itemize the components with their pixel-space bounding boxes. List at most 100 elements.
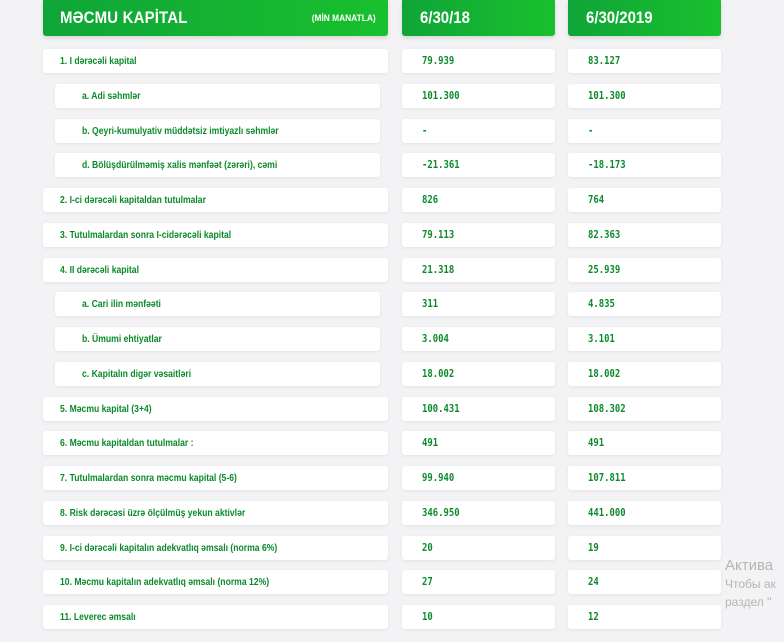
value-2019: 82.363 bbox=[588, 229, 621, 241]
value-2019: - bbox=[588, 125, 594, 137]
watermark-line-3: раздел " bbox=[725, 595, 772, 609]
row-label-cell: b. Qeyri-kumulyativ müddətsiz imtiyazlı … bbox=[55, 119, 380, 143]
value-2019-cell: 18.002 bbox=[568, 362, 721, 386]
value-2019-cell: 3.101 bbox=[568, 327, 721, 351]
value-2019-cell: - bbox=[568, 119, 721, 143]
row-label: 3. Tutulmalardan sonra I-cidərəcəli kapi… bbox=[60, 229, 232, 241]
table-row: 5. Məcmu kapital (3+4) 100.431 108.302 bbox=[0, 397, 784, 421]
row-label: 8. Risk dərəcəsi üzrə ölçülmüş yekun akt… bbox=[60, 507, 246, 519]
value-2019: 25.939 bbox=[588, 264, 621, 276]
value-2018: 10 bbox=[422, 611, 433, 623]
row-label-cell: a. Cari ilin mənfəəti bbox=[55, 292, 380, 316]
row-label: d. Bölüşdürülməmiş xalis mənfəət (zərəri… bbox=[82, 159, 278, 171]
row-label-cell: c. Kapitalın digər vəsaitləri bbox=[55, 362, 380, 386]
row-label: 6. Məcmu kapitaldan tutulmalar : bbox=[60, 437, 194, 449]
row-label-cell: 6. Məcmu kapitaldan tutulmalar : bbox=[43, 431, 388, 455]
row-label: 2. I-ci dərəcəli kapitaldan tutulmalar bbox=[60, 194, 206, 206]
table-row: b. Ümumi ehtiyatlar 3.004 3.101 bbox=[0, 327, 784, 351]
row-label-cell: 3. Tutulmalardan sonra I-cidərəcəli kapi… bbox=[43, 223, 388, 247]
value-2018-cell: 18.002 bbox=[402, 362, 555, 386]
value-2018-cell: - bbox=[402, 119, 555, 143]
row-label-cell: b. Ümumi ehtiyatlar bbox=[55, 327, 380, 351]
value-2019-cell: 491 bbox=[568, 431, 721, 455]
value-2019-cell: 764 bbox=[568, 188, 721, 212]
value-2019: 441.000 bbox=[588, 507, 626, 519]
value-2019-cell: 441.000 bbox=[568, 501, 721, 525]
table-row: a. Cari ilin mənfəəti 311 4.835 bbox=[0, 292, 784, 316]
value-2018: 79.939 bbox=[422, 55, 455, 67]
row-label: 4. II dərəcəli kapital bbox=[60, 264, 139, 276]
value-2018: 491 bbox=[422, 437, 439, 449]
value-2019-cell: 24 bbox=[568, 570, 721, 594]
watermark-line-1: Актива bbox=[725, 557, 774, 574]
value-2018: -21.361 bbox=[422, 159, 460, 171]
row-label-cell: 9. I-ci dərəcəli kapitalın adekvatlıq əm… bbox=[43, 536, 388, 560]
value-2018: 21.318 bbox=[422, 264, 455, 276]
value-2018-cell: 100.431 bbox=[402, 397, 555, 421]
row-label: b. Qeyri-kumulyativ müddətsiz imtiyazlı … bbox=[82, 125, 279, 137]
table-row: 7. Tutulmalardan sonra məcmu kapital (5-… bbox=[0, 466, 784, 490]
table-row: 1. I dərəcəli kapital 79.939 83.127 bbox=[0, 49, 784, 73]
value-2019: 18.002 bbox=[588, 368, 621, 380]
row-label: 7. Tutulmalardan sonra məcmu kapital (5-… bbox=[60, 472, 237, 484]
value-2019: 108.302 bbox=[588, 403, 626, 415]
value-2018-cell: 27 bbox=[402, 570, 555, 594]
row-label: a. Adi səhmlər bbox=[82, 90, 141, 102]
value-2019: 491 bbox=[588, 437, 605, 449]
value-2019: -18.173 bbox=[588, 159, 626, 171]
row-label: a. Cari ilin mənfəəti bbox=[82, 298, 161, 310]
row-label: 5. Məcmu kapital (3+4) bbox=[60, 403, 152, 415]
value-2019: 83.127 bbox=[588, 55, 621, 67]
table-row: 3. Tutulmalardan sonra I-cidərəcəli kapi… bbox=[0, 223, 784, 247]
value-2019-cell: 107.811 bbox=[568, 466, 721, 490]
value-2019-cell: 12 bbox=[568, 605, 721, 629]
value-2018-cell: 79.939 bbox=[402, 49, 555, 73]
row-label: c. Kapitalın digər vəsaitləri bbox=[82, 368, 192, 380]
table-row: 2. I-ci dərəcəli kapitaldan tutulmalar 82… bbox=[0, 188, 784, 212]
row-label: 9. I-ci dərəcəli kapitalın adekvatlıq əm… bbox=[60, 542, 278, 554]
value-2018-cell: 826 bbox=[402, 188, 555, 212]
value-2018-cell: 491 bbox=[402, 431, 555, 455]
table-row: 4. II dərəcəli kapital 21.318 25.939 bbox=[0, 258, 784, 282]
value-2019-cell: 25.939 bbox=[568, 258, 721, 282]
value-2018: 826 bbox=[422, 194, 439, 206]
value-2019: 101.300 bbox=[588, 90, 626, 102]
row-label: 11. Leverec əmsalı bbox=[60, 611, 136, 623]
row-label-cell: 1. I dərəcəli kapital bbox=[43, 49, 388, 73]
value-2019: 19 bbox=[588, 542, 599, 554]
row-label-cell: 11. Leverec əmsalı bbox=[43, 605, 388, 629]
value-2019-cell: 19 bbox=[568, 536, 721, 560]
column-header-2019: 6/30/2019 bbox=[568, 0, 721, 36]
table-row: 11. Leverec əmsalı 10 12 bbox=[0, 605, 784, 629]
value-2019-cell: 101.300 bbox=[568, 84, 721, 108]
table-row: 9. I-ci dərəcəli kapitalın adekvatlıq əm… bbox=[0, 536, 784, 560]
row-label-cell: 10. Məcmu kapitalın adekvatlıq əmsalı (n… bbox=[43, 570, 388, 594]
table-row: d. Bölüşdürülməmiş xalis mənfəət (zərəri… bbox=[0, 153, 784, 177]
row-label-cell: 2. I-ci dərəcəli kapitaldan tutulmalar bbox=[43, 188, 388, 212]
column-header-2019-label: 6/30/2019 bbox=[586, 8, 653, 27]
value-2019: 12 bbox=[588, 611, 599, 623]
value-2019-cell: 108.302 bbox=[568, 397, 721, 421]
row-label: 1. I dərəcəli kapital bbox=[60, 55, 137, 67]
row-label-cell: d. Bölüşdürülməmiş xalis mənfəət (zərəri… bbox=[55, 153, 380, 177]
column-header-2018: 6/30/18 bbox=[402, 0, 555, 36]
value-2018-cell: 311 bbox=[402, 292, 555, 316]
value-2019: 3.101 bbox=[588, 333, 615, 345]
value-2019-cell: 4.835 bbox=[568, 292, 721, 316]
table-row: 8. Risk dərəcəsi üzrə ölçülmüş yekun akt… bbox=[0, 501, 784, 525]
value-2018-cell: 101.300 bbox=[402, 84, 555, 108]
value-2018-cell: 79.113 bbox=[402, 223, 555, 247]
table-header-title: MƏCMU KAPİTAL (MİN MANATLA) bbox=[43, 0, 388, 36]
value-2018: 79.113 bbox=[422, 229, 455, 241]
unit-label: (MİN MANATLA) bbox=[312, 12, 376, 24]
row-label-cell: 8. Risk dərəcəsi üzrə ölçülmüş yekun akt… bbox=[43, 501, 388, 525]
value-2019-cell: -18.173 bbox=[568, 153, 721, 177]
value-2018: 346.950 bbox=[422, 507, 460, 519]
value-2018-cell: 346.950 bbox=[402, 501, 555, 525]
value-2018-cell: 20 bbox=[402, 536, 555, 560]
value-2019: 107.811 bbox=[588, 472, 626, 484]
value-2018: 3.004 bbox=[422, 333, 449, 345]
value-2018: 101.300 bbox=[422, 90, 460, 102]
table-row: 6. Məcmu kapitaldan tutulmalar : 491 491 bbox=[0, 431, 784, 455]
value-2018: 311 bbox=[422, 298, 439, 310]
